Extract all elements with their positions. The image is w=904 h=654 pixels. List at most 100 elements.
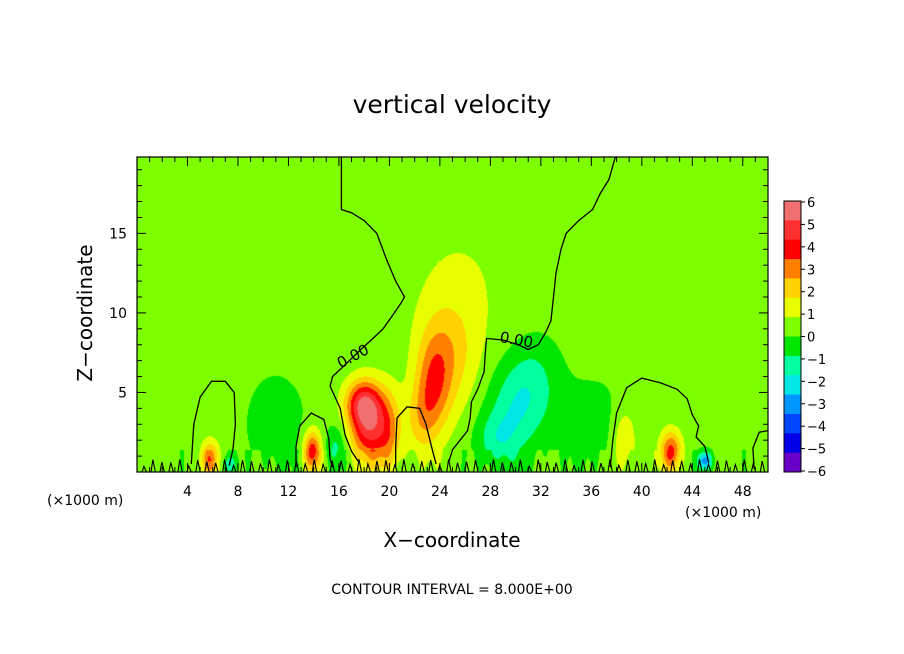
colorbar-swatch-0	[784, 201, 801, 221]
x-tick-label-44: 44	[683, 484, 701, 500]
colorbar-label-11: −5	[807, 443, 826, 458]
y-axis-title: Z−coordinate	[73, 244, 97, 381]
contour-line-4	[295, 412, 334, 468]
contour-wiggle-38	[481, 464, 488, 472]
colorbar-label-5: 1	[807, 308, 815, 323]
colorbar-label-4: 2	[807, 286, 815, 301]
contour-wiggle-34	[446, 459, 452, 472]
x-tick-label-48: 48	[734, 484, 752, 500]
contour-wiggle-58	[661, 462, 667, 472]
contour-wiggle-8	[213, 462, 219, 472]
contour-wiggle-26	[374, 460, 380, 472]
colorbar-swatch-2	[784, 239, 801, 260]
contour-wiggle-13	[257, 463, 264, 472]
contour-wiggle-44	[535, 459, 542, 472]
colorbar-swatch-6	[784, 317, 801, 337]
contour-line-0	[329, 157, 406, 463]
contour-wiggle-69	[759, 460, 766, 472]
contour-wiggle-40	[499, 462, 506, 472]
y-tick-label-10: 10	[109, 306, 127, 322]
contour-wiggle-6	[195, 459, 201, 472]
contour-wiggle-37	[473, 459, 479, 472]
colorbar-label-3: 3	[807, 263, 815, 278]
contour-wiggle-62	[697, 459, 703, 472]
x-unit-left: (×1000 m)	[47, 493, 123, 509]
contour-line-5	[609, 377, 710, 468]
contour-wiggle-55	[634, 461, 640, 472]
contour-wiggle-57	[652, 459, 658, 472]
x-axis-title: X−coordinate	[383, 528, 520, 552]
contour-wiggle-39	[490, 459, 497, 472]
x-axis-ticks: 4 8 12 16 20 24 28 32 36 40 44 48	[149, 157, 756, 500]
contour-wiggle-60	[679, 460, 685, 472]
colorbar-label-7: −1	[807, 353, 826, 368]
contour-wiggle-19	[311, 459, 318, 472]
contour-wiggle-52	[607, 459, 613, 472]
contour-wiggle-20	[320, 462, 327, 472]
contour-line-2	[395, 406, 437, 468]
contour-wiggle-59	[670, 460, 676, 472]
contour-line-1	[448, 157, 616, 463]
contour-wiggle-41	[508, 462, 515, 472]
colorbar-swatch-3	[784, 259, 801, 279]
contour-wiggle-17	[293, 460, 300, 472]
contour-wiggle-63	[705, 462, 712, 472]
contour-wiggle-53	[616, 463, 622, 472]
contour-wiggle-31	[419, 461, 425, 472]
contour-wiggle-24	[356, 459, 363, 472]
colorbar-swatch-12	[784, 433, 801, 454]
contour-wiggle-1	[150, 459, 156, 472]
colorbar-swatch-7	[784, 336, 801, 357]
contour-wiggle-51	[598, 462, 604, 472]
chart-title: vertical velocity	[353, 90, 552, 119]
x-tick-label-4: 4	[183, 484, 192, 500]
contour-wiggle-48	[571, 464, 578, 472]
x-tick-label-32: 32	[532, 484, 550, 500]
contour-wiggle-25	[365, 461, 372, 472]
colorbar-swatch-5	[784, 297, 801, 318]
contour-wiggle-11	[240, 459, 246, 472]
x-tick-label-40: 40	[633, 484, 651, 500]
contour-label-1: 0.00	[498, 328, 534, 352]
contour-wiggle-27	[383, 460, 389, 472]
contour-wiggle-66	[732, 462, 739, 472]
contour-wiggle-35	[455, 462, 461, 472]
contour-wiggle-9	[222, 459, 228, 472]
contour-wiggle-47	[562, 459, 569, 472]
contour-wiggle-10	[231, 463, 237, 472]
contour-wiggle-45	[544, 461, 551, 472]
colorbar: 6 5 4 3 2 1 0 −1 −2 −3 −4 −5 −6	[783, 196, 826, 480]
x-unit-right: (×1000 m)	[685, 505, 761, 521]
contour-wiggle-0	[141, 464, 147, 472]
x-tick-label-20: 20	[380, 484, 398, 500]
y-tick-label-5: 5	[118, 385, 127, 401]
colorbar-swatch-10	[784, 394, 801, 415]
contour-lines	[141, 157, 768, 472]
contour-wiggle-42	[517, 459, 524, 472]
contour-wiggle-22	[338, 460, 345, 472]
colorbar-label-10: −4	[807, 420, 826, 435]
x-tick-label-24: 24	[431, 484, 449, 500]
colorbar-swatch-9	[784, 375, 801, 396]
contour-wiggle-15	[275, 462, 282, 472]
contour-wiggle-14	[266, 459, 273, 472]
colorbar-swatch-11	[784, 413, 801, 434]
contour-wiggle-18	[302, 461, 309, 472]
contour-wiggle-16	[284, 460, 291, 472]
colorbar-swatch-1	[784, 220, 801, 241]
colorbar-swatch-4	[784, 278, 801, 299]
contour-wiggle-21	[329, 460, 336, 472]
colorbar-label-9: −3	[807, 398, 826, 413]
colorbar-label-2: 4	[807, 241, 815, 256]
colorbar-label-0: 6	[807, 196, 815, 211]
colorbar-swatch-8	[784, 355, 801, 376]
contour-wiggle-56	[643, 461, 649, 472]
colorbar-label-1: 5	[807, 218, 815, 233]
y-tick-label-15: 15	[109, 226, 127, 242]
colorbar-label-8: −2	[807, 375, 826, 390]
x-tick-label-28: 28	[481, 484, 499, 500]
x-tick-label-16: 16	[330, 484, 348, 500]
contour-wiggle-29	[401, 459, 407, 472]
